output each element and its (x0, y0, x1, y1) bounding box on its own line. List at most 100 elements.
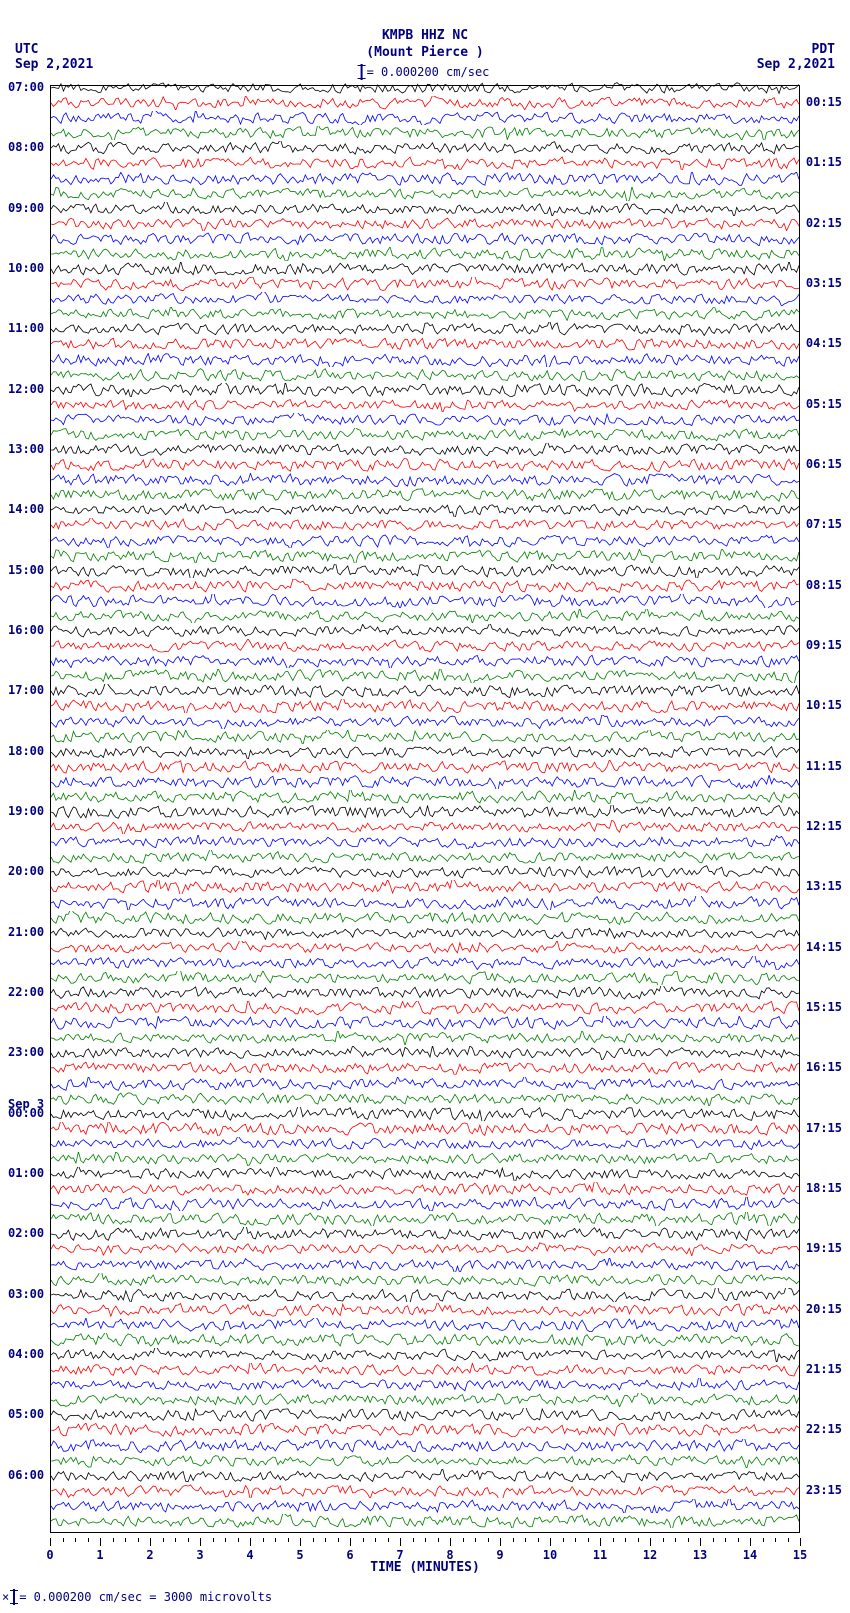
trace-waveform (51, 775, 799, 789)
utc-time-label: 22:00 (8, 985, 44, 999)
trace-waveform (51, 1122, 799, 1136)
trace-row (51, 1031, 799, 1045)
trace-waveform (51, 534, 799, 548)
trace-waveform (51, 699, 799, 713)
trace-row (51, 458, 799, 472)
utc-time-label: 09:00 (8, 201, 44, 215)
trace-row (51, 549, 799, 563)
x-tick-label: 0 (46, 1548, 53, 1562)
trace-row (51, 1016, 799, 1030)
x-tick-minor (88, 1538, 89, 1542)
trace-waveform (51, 926, 799, 940)
trace-waveform (51, 1318, 799, 1332)
trace-row (51, 383, 799, 397)
utc-time-label: 16:00 (8, 623, 44, 637)
utc-time-label: 23:00 (8, 1045, 44, 1059)
x-tick-minor (775, 1538, 776, 1542)
x-tick-minor (263, 1538, 264, 1542)
x-tick-minor (213, 1538, 214, 1542)
trace-row (51, 413, 799, 427)
pdt-time-label: 07:15 (806, 517, 842, 531)
trace-waveform (51, 865, 799, 879)
trace-row (51, 1107, 799, 1121)
pdt-time-label: 17:15 (806, 1121, 842, 1135)
x-tick-minor (238, 1538, 239, 1542)
trace-waveform (51, 247, 799, 261)
x-tick (550, 1538, 551, 1546)
x-tick (750, 1538, 751, 1546)
trace-waveform (51, 458, 799, 472)
x-tick-minor (225, 1538, 226, 1542)
trace-waveform (51, 277, 799, 291)
x-tick-minor (338, 1538, 339, 1542)
trace-row (51, 1499, 799, 1513)
trace-waveform (51, 1348, 799, 1362)
trace-waveform (51, 730, 799, 744)
utc-time-label: 06:00 (8, 1468, 44, 1482)
pdt-time-label: 10:15 (806, 698, 842, 712)
trace-waveform (51, 96, 799, 110)
trace-waveform (51, 1152, 799, 1166)
trace-waveform (51, 1016, 799, 1030)
utc-time-label: 19:00 (8, 804, 44, 818)
trace-row (51, 277, 799, 291)
pdt-time-label: 05:15 (806, 397, 842, 411)
trace-waveform (51, 1288, 799, 1302)
trace-row (51, 1273, 799, 1287)
x-tick (300, 1538, 301, 1546)
trace-waveform (51, 1454, 799, 1468)
trace-row (51, 217, 799, 231)
trace-waveform (51, 1514, 799, 1528)
trace-waveform (51, 488, 799, 502)
x-tick-minor (725, 1538, 726, 1542)
x-tick-label: 1 (96, 1548, 103, 1562)
x-tick (600, 1538, 601, 1546)
x-tick-label: 13 (693, 1548, 707, 1562)
x-tick-minor (613, 1538, 614, 1542)
trace-waveform (51, 292, 799, 306)
trace-waveform (51, 232, 799, 246)
pdt-time-label: 19:15 (806, 1241, 842, 1255)
pdt-time-label: 09:15 (806, 638, 842, 652)
x-tick-minor (288, 1538, 289, 1542)
trace-waveform (51, 473, 799, 487)
trace-waveform (51, 111, 799, 125)
x-tick-minor (763, 1538, 764, 1542)
x-tick-minor (525, 1538, 526, 1542)
trace-waveform (51, 1469, 799, 1483)
trace-row (51, 443, 799, 457)
x-tick (100, 1538, 101, 1546)
trace-row (51, 639, 799, 653)
trace-waveform (51, 1393, 799, 1407)
trace-waveform (51, 1227, 799, 1241)
scale-bar-icon (361, 64, 363, 80)
trace-row (51, 1348, 799, 1362)
x-tick (450, 1538, 451, 1546)
trace-row (51, 1288, 799, 1302)
trace-row (51, 775, 799, 789)
x-tick-minor (175, 1538, 176, 1542)
trace-row (51, 262, 799, 276)
trace-waveform (51, 624, 799, 638)
trace-row (51, 81, 799, 95)
pdt-time-label: 11:15 (806, 759, 842, 773)
trace-waveform (51, 202, 799, 216)
trace-row (51, 1092, 799, 1106)
trace-waveform (51, 413, 799, 427)
trace-waveform (51, 835, 799, 849)
trace-row (51, 986, 799, 1000)
x-tick-label: 14 (743, 1548, 757, 1562)
x-tick-minor (575, 1538, 576, 1542)
trace-row (51, 730, 799, 744)
x-tick-minor (475, 1538, 476, 1542)
x-tick-minor (425, 1538, 426, 1542)
trace-row (51, 805, 799, 819)
trace-waveform (51, 1408, 799, 1422)
x-tick (150, 1538, 151, 1546)
x-tick-minor (275, 1538, 276, 1542)
trace-waveform (51, 172, 799, 186)
trace-row (51, 247, 799, 261)
x-tick-label: 4 (246, 1548, 253, 1562)
trace-row (51, 232, 799, 246)
x-tick-minor (63, 1538, 64, 1542)
